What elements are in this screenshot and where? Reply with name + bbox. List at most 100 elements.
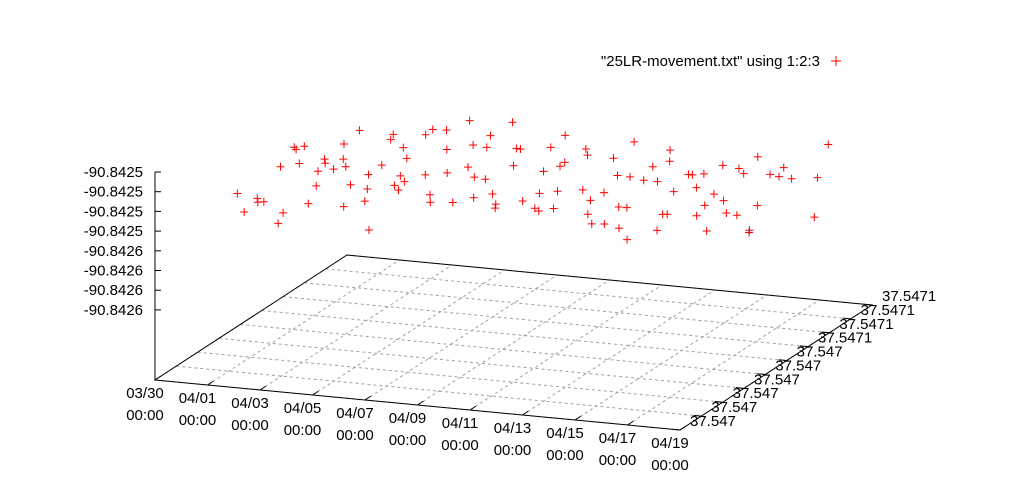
data-point	[314, 167, 322, 176]
data-point	[339, 139, 348, 148]
data-point	[363, 185, 372, 194]
data-point	[669, 187, 678, 196]
y-tick-label: 37.5471	[839, 316, 893, 333]
data-point	[355, 126, 364, 135]
data-point	[614, 202, 623, 211]
data-point	[491, 204, 500, 213]
y-tick	[864, 303, 873, 306]
data-point	[587, 219, 596, 228]
data-point	[329, 165, 338, 174]
y-tick-label: 37.5471	[882, 288, 936, 305]
data-point	[482, 143, 491, 152]
data-point	[390, 181, 399, 190]
y-tick	[672, 428, 681, 431]
x-tick-label-date: 04/07	[336, 405, 374, 422]
data-point	[400, 177, 409, 186]
y-tick	[714, 400, 723, 403]
data-points	[233, 116, 833, 244]
data-point	[684, 170, 693, 179]
data-point	[292, 145, 301, 154]
y-tick-label: 37.5471	[818, 330, 872, 347]
data-point	[481, 175, 490, 184]
data-point	[486, 131, 495, 140]
data-point	[312, 181, 321, 190]
grid-line-x	[364, 274, 558, 401]
data-point	[442, 145, 451, 154]
grid-line-y	[218, 337, 745, 389]
data-point	[824, 140, 833, 149]
x-tick-label-date: 04/03	[231, 395, 269, 412]
data-point	[745, 228, 754, 237]
grid-line-x	[627, 299, 820, 426]
data-point	[734, 164, 743, 173]
data-point	[653, 177, 662, 186]
data-point	[469, 140, 478, 149]
grid-line-x	[259, 264, 453, 391]
x-tick-label-time: 00:00	[126, 407, 164, 424]
data-point	[586, 196, 595, 205]
grid-line-y	[325, 268, 851, 320]
data-point	[240, 207, 249, 216]
data-point	[402, 154, 411, 163]
y-tick-label: 37.547	[797, 344, 843, 361]
data-point	[600, 219, 609, 228]
x-tick-label-date: 03/30	[126, 385, 164, 402]
data-point	[753, 152, 762, 161]
data-point	[508, 118, 517, 127]
legend-marker	[831, 56, 841, 66]
data-point	[339, 202, 348, 211]
data-point	[692, 183, 701, 192]
x-tick	[417, 400, 424, 406]
data-point	[425, 190, 434, 199]
grid-line-x	[522, 289, 715, 416]
data-point	[426, 198, 435, 207]
data-point	[614, 224, 623, 233]
data-point	[648, 162, 657, 171]
data-point	[290, 143, 299, 152]
data-point	[609, 154, 618, 163]
y-tick-label: 37.547	[711, 399, 757, 416]
data-point	[443, 168, 452, 177]
data-point	[276, 162, 285, 171]
data-point	[718, 161, 727, 170]
x-tick-label-time: 00:00	[231, 417, 269, 434]
grid-line-x	[574, 294, 768, 421]
data-point	[583, 151, 592, 160]
z-tick-label: -90.8426	[84, 243, 143, 260]
grid-line-y	[261, 310, 787, 362]
data-point	[583, 210, 592, 219]
data-point	[663, 210, 672, 219]
data-point	[600, 188, 609, 197]
grid-line-y	[197, 351, 723, 403]
data-point	[719, 196, 728, 205]
x-tick-label-time: 00:00	[441, 437, 479, 454]
data-point	[304, 199, 313, 208]
axes	[153, 171, 874, 431]
x-tick-label-date: 04/01	[179, 390, 217, 407]
data-point	[396, 171, 405, 180]
data-point	[470, 173, 479, 182]
data-point	[491, 200, 500, 209]
x-tick	[679, 425, 687, 431]
grid-line-y	[176, 365, 702, 417]
data-point	[665, 157, 674, 166]
x-tick-label-date: 04/11	[442, 415, 478, 432]
y-tick-label: 37.5471	[861, 302, 915, 319]
data-point	[377, 161, 386, 170]
data-point	[732, 211, 741, 220]
data-point	[546, 143, 555, 152]
data-point	[639, 176, 648, 185]
x-tick	[207, 380, 214, 386]
data-point	[421, 130, 430, 139]
grid-line-x	[312, 269, 505, 396]
data-point	[279, 208, 288, 217]
data-point	[535, 189, 544, 198]
data-point	[688, 170, 697, 179]
data-point	[560, 158, 569, 167]
x-tick-label-date: 04/13	[494, 420, 532, 437]
data-point	[556, 162, 565, 171]
data-point	[442, 126, 451, 135]
y-tick-label: 37.547	[733, 385, 779, 402]
x-tick	[364, 395, 372, 401]
grid-line-x	[469, 284, 663, 411]
